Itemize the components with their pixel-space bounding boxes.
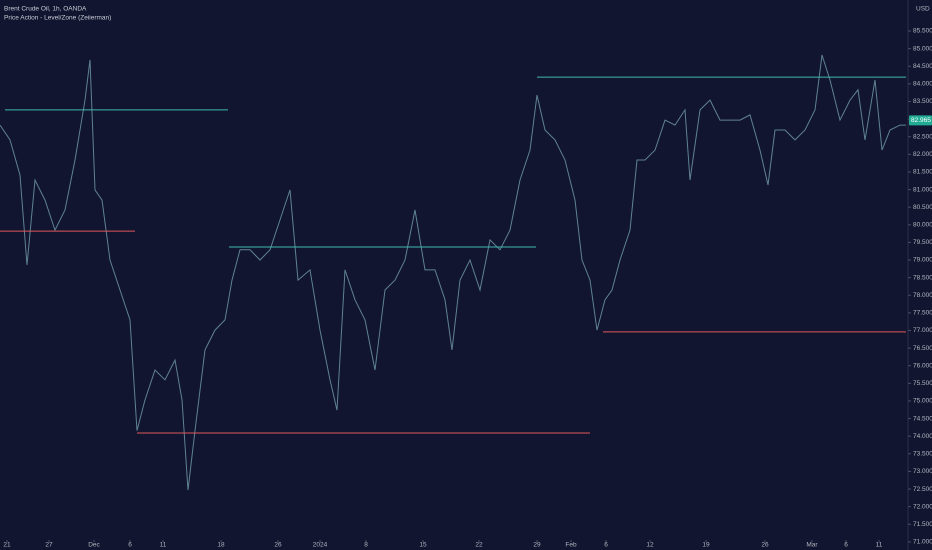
- y-tick-label: 82.000: [913, 151, 932, 158]
- x-tick-label: 11: [876, 542, 883, 549]
- y-tick-label: 85.000: [913, 45, 932, 52]
- x-tick-label: 6: [844, 542, 848, 549]
- x-tick-label: 26: [274, 542, 282, 549]
- y-tick-label: 83.500: [913, 98, 932, 105]
- y-tick-label: 72.000: [913, 503, 932, 510]
- last-price-badge: [909, 115, 932, 126]
- y-tick-label: 84.000: [913, 81, 932, 88]
- x-tick-label: Mar: [806, 542, 818, 549]
- x-tick-label: 26: [761, 542, 769, 549]
- y-tick-label: 82.500: [913, 133, 932, 140]
- x-tick-label: 12: [646, 542, 654, 549]
- y-tick-label: 76.000: [913, 362, 932, 369]
- x-tick-label: 29: [533, 542, 541, 549]
- y-tick-label: 74.000: [913, 433, 932, 440]
- x-tick-label: 18: [217, 542, 225, 549]
- x-tick-label: 21: [3, 542, 11, 549]
- x-tick-label: 6: [128, 542, 132, 549]
- x-tick-label: 15: [419, 542, 427, 549]
- y-tick-label: 75.000: [913, 398, 932, 405]
- currency: USD: [916, 6, 930, 13]
- y-tick-label: 79.500: [913, 239, 932, 246]
- chart-title: Brent Crude Oil, 1h, OANDA: [4, 6, 87, 13]
- x-tick-label: 19: [702, 542, 710, 549]
- last-price-label: 82.965: [911, 117, 931, 124]
- y-tick-label: 77.000: [913, 327, 932, 334]
- y-tick-label: 80.500: [913, 204, 932, 211]
- y-tick-label: 78.500: [913, 274, 932, 281]
- indicator-name: Price Action - Level/Zone (Zeiierman): [4, 15, 111, 22]
- x-tick-label: 8: [364, 542, 368, 549]
- y-tick-label: 81.000: [913, 186, 932, 193]
- y-tick-label: 75.500: [913, 380, 932, 387]
- y-tick-label: 84.500: [913, 63, 932, 70]
- y-tick-label: 79.000: [913, 257, 932, 264]
- y-tick-label: 72.500: [913, 486, 932, 493]
- y-tick-label: 78.000: [913, 292, 932, 299]
- x-tick-label: 6: [604, 542, 608, 549]
- y-tick-label: 77.500: [913, 310, 932, 317]
- x-tick-label: 27: [45, 542, 53, 549]
- y-tick-label: 80.000: [913, 222, 932, 229]
- x-tick-label: Feb: [565, 542, 577, 549]
- y-tick-label: 73.000: [913, 468, 932, 475]
- price-line: [0, 54, 906, 491]
- y-tick-label: 81.500: [913, 169, 932, 176]
- y-tick-label: 74.500: [913, 415, 932, 422]
- y-tick-label: 73.500: [913, 451, 932, 458]
- x-tick-label: Dec: [88, 542, 100, 549]
- x-tick-label: 22: [475, 542, 483, 549]
- y-tick-label: 85.500: [913, 28, 932, 35]
- y-tick-label: 71.000: [913, 539, 932, 546]
- x-tick-label: 11: [160, 542, 167, 549]
- y-tick-label: 71.500: [913, 521, 932, 528]
- x-tick-label: 2024: [313, 542, 328, 549]
- y-tick-label: 76.500: [913, 345, 932, 352]
